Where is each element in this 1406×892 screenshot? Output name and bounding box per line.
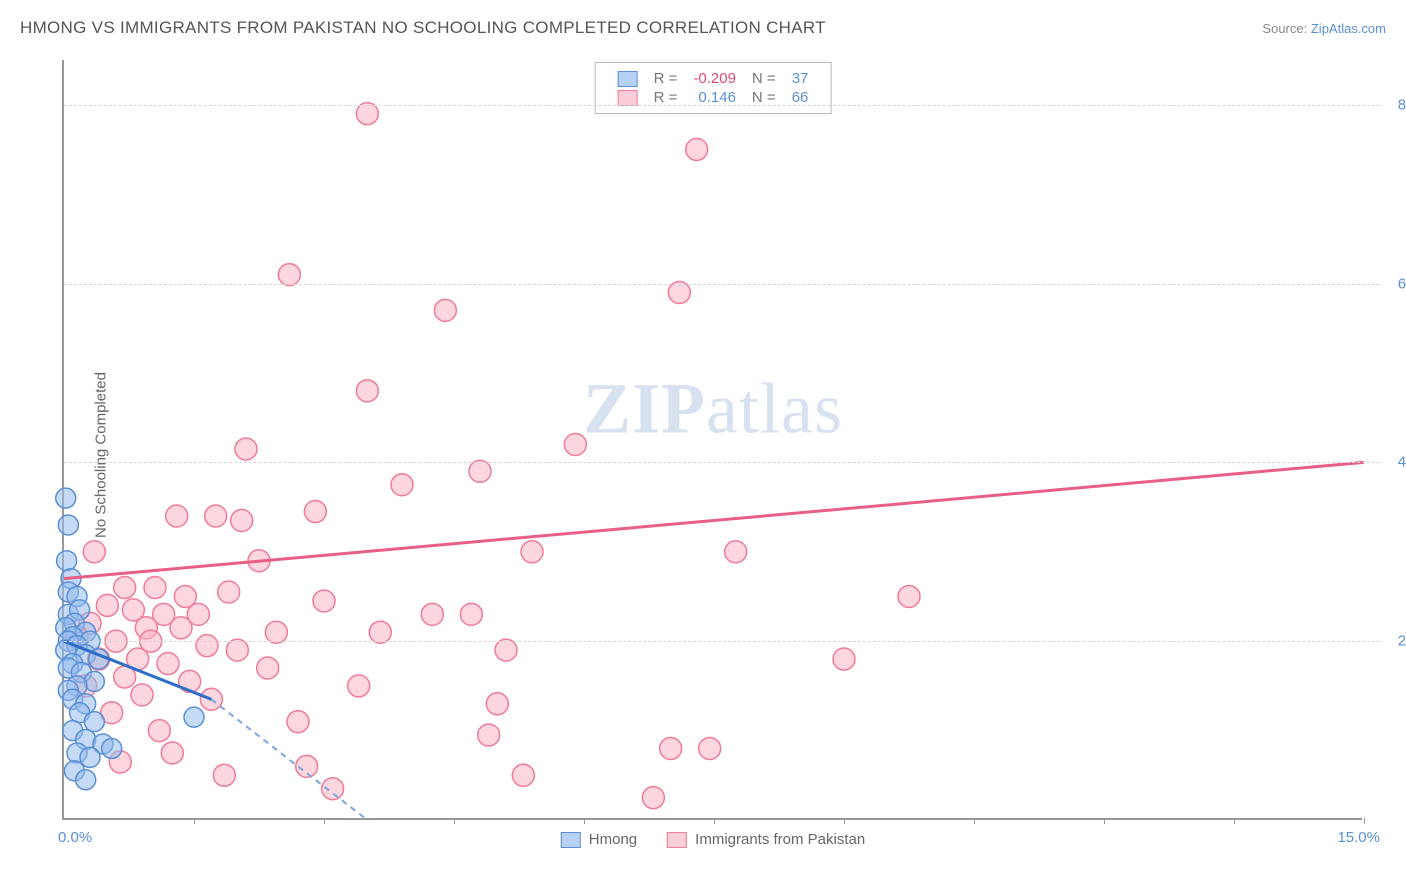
data-point-hmong [76,770,96,790]
data-point-pakistan [257,657,279,679]
data-point-pakistan [157,653,179,675]
data-point-hmong [102,738,122,758]
source-label: Source: [1262,21,1307,36]
chart-title: HMONG VS IMMIGRANTS FROM PAKISTAN NO SCH… [20,18,826,38]
data-point-pakistan [833,648,855,670]
data-point-pakistan [313,590,335,612]
legend-swatch [667,832,687,848]
data-point-hmong [58,515,78,535]
series-legend: Hmong Immigrants from Pakistan [561,831,865,848]
legend-item: Immigrants from Pakistan [667,831,865,848]
data-point-pakistan [469,460,491,482]
gridline [64,105,1380,106]
y-tick-label: 6.0% [1398,275,1406,292]
data-point-pakistan [495,639,517,661]
x-tick [1364,818,1365,824]
data-point-pakistan [391,474,413,496]
data-point-pakistan [287,711,309,733]
data-point-pakistan [369,621,391,643]
data-point-pakistan [478,724,500,746]
x-tick [324,818,325,824]
source-attribution: Source: ZipAtlas.com [1262,21,1386,36]
data-point-pakistan [213,764,235,786]
data-point-pakistan [226,639,248,661]
data-point-pakistan [725,541,747,563]
legend-row: R =-0.209N =37 [610,69,817,88]
n-label: N = [744,69,784,88]
data-point-pakistan [434,299,456,321]
r-label: R = [646,69,686,88]
x-tick [194,818,195,824]
data-point-pakistan [166,505,188,527]
data-point-hmong [56,488,76,508]
data-point-pakistan [304,501,326,523]
legend-label: Immigrants from Pakistan [695,831,865,848]
scatter-plot-area: ZIPatlas R =-0.209N =37R =0.146N =66 0.0… [62,60,1362,820]
y-tick-label: 8.0% [1398,96,1406,113]
gridline [64,641,1380,642]
data-point-pakistan [660,737,682,759]
data-point-pakistan [898,585,920,607]
data-point-pakistan [83,541,105,563]
data-point-pakistan [668,281,690,303]
data-point-pakistan [642,787,664,809]
data-point-pakistan [356,103,378,125]
data-point-pakistan [114,577,136,599]
data-point-pakistan [356,380,378,402]
data-point-pakistan [96,594,118,616]
data-point-pakistan [265,621,287,643]
legend-label: Hmong [589,831,637,848]
y-tick-label: 4.0% [1398,454,1406,471]
data-point-pakistan [235,438,257,460]
data-point-pakistan [148,720,170,742]
trend-line [64,462,1364,578]
legend-swatch [618,90,638,106]
x-axis-min-label: 0.0% [58,829,92,846]
r-value: -0.209 [685,69,744,88]
data-point-pakistan [144,577,166,599]
data-point-pakistan [699,737,721,759]
x-tick [844,818,845,824]
data-point-pakistan [421,603,443,625]
source-link[interactable]: ZipAtlas.com [1311,21,1386,36]
n-value: 37 [784,69,817,88]
data-point-pakistan [521,541,543,563]
legend-swatch [561,832,581,848]
data-point-pakistan [460,603,482,625]
data-point-hmong [84,712,104,732]
x-tick [1104,818,1105,824]
data-point-pakistan [131,684,153,706]
gridline [64,284,1380,285]
legend-swatch [618,71,638,87]
x-tick [714,818,715,824]
gridline [64,462,1380,463]
data-point-pakistan [196,635,218,657]
data-point-pakistan [231,509,253,531]
data-point-pakistan [218,581,240,603]
data-point-pakistan [564,433,586,455]
correlation-legend: R =-0.209N =37R =0.146N =66 [595,62,832,114]
x-tick [454,818,455,824]
data-point-pakistan [278,264,300,286]
data-point-pakistan [322,778,344,800]
data-point-pakistan [170,617,192,639]
data-point-hmong [57,551,77,571]
data-point-pakistan [348,675,370,697]
data-point-pakistan [686,138,708,160]
x-tick [1234,818,1235,824]
data-layer [64,60,1364,820]
data-point-pakistan [486,693,508,715]
data-point-pakistan [205,505,227,527]
data-point-hmong [184,707,204,727]
x-axis-max-label: 15.0% [1337,829,1380,846]
x-tick [974,818,975,824]
legend-item: Hmong [561,831,637,848]
data-point-pakistan [161,742,183,764]
y-tick-label: 2.0% [1398,633,1406,650]
data-point-pakistan [512,764,534,786]
x-tick [584,818,585,824]
